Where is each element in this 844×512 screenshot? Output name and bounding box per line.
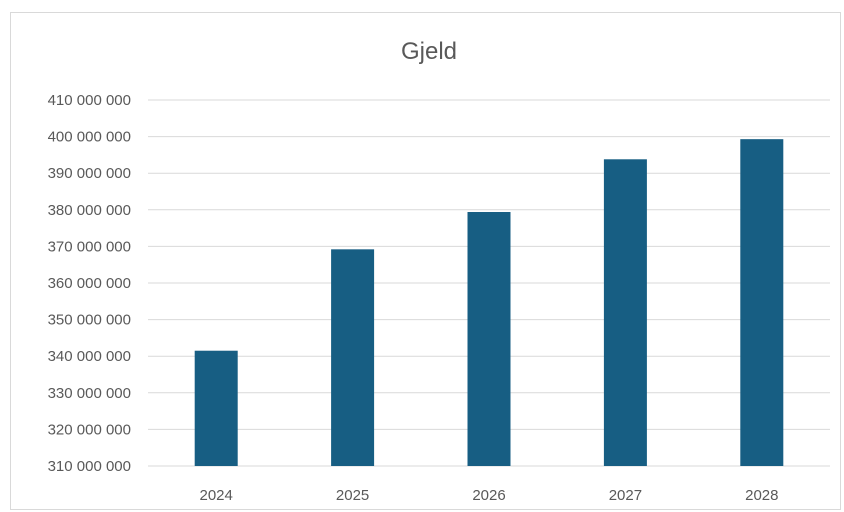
bar-2024 bbox=[194, 350, 238, 466]
x-tick-label: 2027 bbox=[609, 487, 642, 504]
bar-2025 bbox=[331, 249, 375, 466]
y-tick-label: 410 000 000 bbox=[48, 92, 131, 109]
chart-area bbox=[10, 12, 841, 510]
y-tick-label: 360 000 000 bbox=[48, 275, 131, 292]
bar-2027 bbox=[603, 159, 647, 467]
y-tick-label: 320 000 000 bbox=[48, 421, 131, 438]
x-tick-label: 2025 bbox=[336, 487, 369, 504]
y-tick-label: 310 000 000 bbox=[48, 458, 131, 475]
y-tick-label: 400 000 000 bbox=[48, 129, 131, 146]
y-tick-label: 330 000 000 bbox=[48, 385, 131, 402]
bar-2026 bbox=[467, 211, 511, 466]
x-tick-label: 2026 bbox=[472, 487, 505, 504]
bar-2028 bbox=[740, 139, 784, 467]
y-tick-label: 370 000 000 bbox=[48, 238, 131, 255]
x-tick-label: 2028 bbox=[745, 487, 778, 504]
gridlines bbox=[148, 99, 830, 467]
y-tick-label: 340 000 000 bbox=[48, 348, 131, 365]
chart-title: Gjeld bbox=[401, 38, 457, 65]
x-tick-label: 2024 bbox=[200, 487, 233, 504]
y-tick-label: 350 000 000 bbox=[48, 312, 131, 329]
y-axis-labels: 310 000 000 320 000 000 330 000 000 340 000… bbox=[48, 92, 131, 475]
bars bbox=[194, 139, 784, 467]
y-tick-label: 380 000 000 bbox=[48, 202, 131, 219]
y-tick-label: 390 000 000 bbox=[48, 165, 131, 182]
x-axis-labels: 2024 2025 2026 2027 2028 bbox=[200, 487, 779, 504]
